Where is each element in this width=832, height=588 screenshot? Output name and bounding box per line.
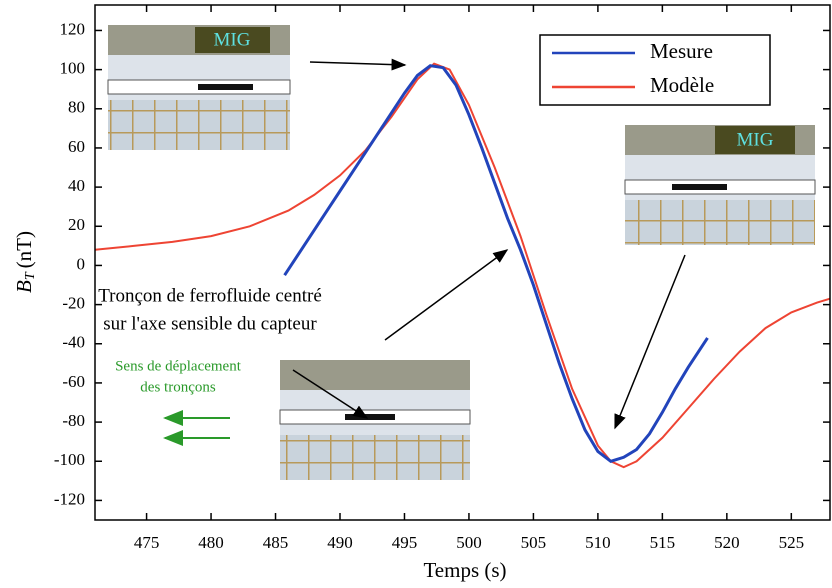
x-tick-label: 480: [198, 533, 224, 552]
y-label-unit: (nT): [12, 231, 36, 268]
arrow: [384, 249, 509, 341]
y-tick-label: -60: [62, 372, 85, 391]
x-tick-label: 520: [714, 533, 740, 552]
y-tick-label: -100: [54, 450, 85, 469]
inset-label: MIG: [737, 129, 774, 150]
y-label-symbol: B: [12, 280, 36, 293]
y-tick-label: -20: [62, 294, 85, 313]
y-tick-label: -120: [54, 489, 85, 508]
inset-photo: [279, 360, 471, 480]
plot-frame: [94, 4, 831, 521]
inset-photo: MIG: [624, 125, 816, 245]
legend-label: Mesure: [650, 39, 713, 63]
x-tick-label: 500: [456, 533, 482, 552]
legend-box: [539, 34, 771, 106]
x-axis-label: Temps (s): [423, 558, 506, 582]
y-axis-label: BT (nT): [12, 231, 38, 293]
x-tick-label: 510: [585, 533, 611, 552]
x-tick-label: 490: [327, 533, 353, 552]
y-tick-label: 60: [68, 137, 85, 156]
plot-area: [94, 62, 831, 469]
insets: MIG MIG: [107, 25, 816, 480]
legend-label: Modèle: [650, 73, 714, 97]
x-tick-label: 475: [134, 533, 160, 552]
arrow: [292, 369, 369, 419]
inset-label: MIG: [214, 29, 251, 50]
y-tick-label: -40: [62, 333, 85, 352]
x-tick-label: 525: [779, 533, 805, 552]
direction-note: des tronçons: [140, 379, 216, 395]
direction-note: Sens de déplacement: [115, 358, 242, 374]
y-tick-label: -80: [62, 411, 85, 430]
annotations: Tronçon de ferrofluide centré sur l'axe …: [98, 58, 686, 446]
annotation: Tronçon de ferrofluide centré: [98, 285, 322, 306]
x-tick-label: 485: [263, 533, 289, 552]
arrow: [309, 58, 407, 71]
arrow: [614, 254, 686, 430]
y-tick-label: 120: [60, 19, 86, 38]
data-line: [283, 64, 709, 463]
y-tick-label: 100: [60, 59, 86, 78]
y-tick-label: 80: [68, 98, 85, 117]
annotation: sur l'axe sensible du capteur: [103, 313, 317, 334]
x-tick-label: 495: [392, 533, 418, 552]
y-tick-label: 40: [68, 176, 85, 195]
y-tick-label: 0: [77, 254, 86, 273]
inset-photo: MIG: [107, 25, 291, 150]
data-line: [94, 62, 831, 469]
x-tick-label: 515: [650, 533, 676, 552]
x-tick-label: 505: [521, 533, 547, 552]
y-tick-label: 20: [68, 215, 85, 234]
y-label-subscript: T: [23, 271, 38, 280]
